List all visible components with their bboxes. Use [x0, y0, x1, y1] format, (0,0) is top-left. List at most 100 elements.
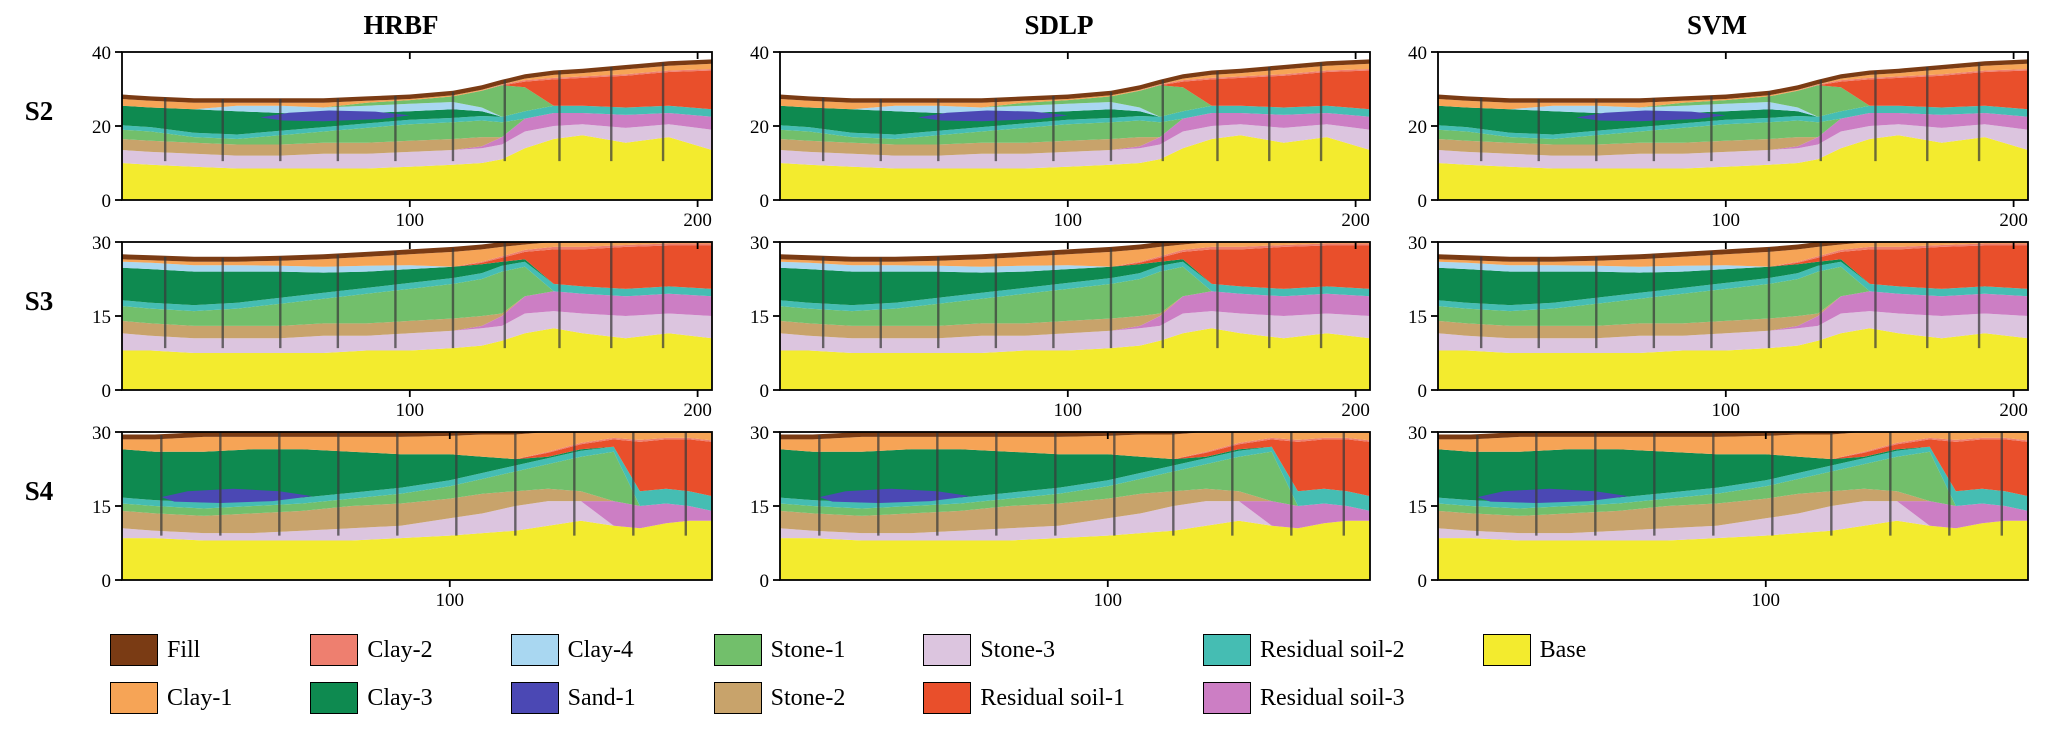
panel-S3-HRBF: 0 15 30 100 200 [92, 234, 713, 420]
layer-base [122, 328, 712, 390]
layer-stone-1 [122, 85, 712, 117]
method-title-svm: SVM [1687, 10, 1747, 40]
legend-item-residual-soil-3: Residual soil-3 [1202, 682, 1405, 714]
y-tick-label: 15 [1408, 307, 1427, 328]
layer-stone-1 [1438, 113, 2028, 145]
legend-item-stone-3: Stone-3 [923, 634, 1125, 666]
lens-sand-1 [1477, 488, 1629, 503]
legend-label-residual-soil-3: Residual soil-3 [1259, 684, 1405, 711]
section-label-s3: S3 [24, 286, 54, 316]
legend-swatch-sand-1 [510, 682, 559, 714]
layer-residual-soil-1 [1438, 245, 2028, 289]
strata-group [780, 242, 1370, 390]
legend-label-residual-soil-1: Residual soil-1 [980, 684, 1125, 711]
layer-clay-2 [1438, 243, 2028, 267]
layer-residual-soil-2 [1438, 105, 2028, 139]
layer-fill [780, 59, 1370, 103]
layer-clay-3 [122, 259, 712, 306]
y-tick-label: 20 [1408, 117, 1427, 138]
x-tick-label: 100 [1712, 400, 1741, 420]
x-tick-label: 200 [1341, 400, 1370, 420]
y-tick-label: 15 [750, 307, 769, 328]
x-tick-label: 100 [1094, 590, 1123, 610]
legend-label-clay-4: Clay-4 [567, 636, 633, 663]
legend-item-stone-2: Stone-2 [713, 682, 846, 714]
y-tick-label: 15 [1408, 497, 1427, 518]
panel-S2-HRBF: 0 20 40 100 200 [92, 44, 713, 230]
layer-residual-soil-1 [780, 70, 1370, 110]
layer-fill [122, 59, 712, 103]
legend-item-clay-3: Clay-3 [310, 682, 433, 714]
strata-group [780, 432, 1370, 580]
layer-clay-3 [122, 105, 712, 135]
y-tick-label: 30 [92, 234, 111, 254]
lens-sand-1 [918, 110, 1068, 122]
strata-group [122, 59, 712, 200]
layer-fill [780, 432, 1298, 440]
chart-row-s3: S3 0 15 30 100 200 0 15 30 100 200 0 15 30 100 200 [6, 234, 2067, 420]
layer-clay-3 [1438, 446, 2028, 503]
layer-stone-1 [780, 451, 1370, 516]
x-tick-label: 200 [683, 400, 712, 420]
layer-clay-1 [780, 432, 1370, 460]
panel-cell-s3-hrbf: 0 15 30 100 200 [72, 234, 730, 420]
panel-cell-s2-hrbf: 0 20 40 100 200 [72, 44, 730, 230]
x-tick-label: 100 [1054, 400, 1083, 420]
method-title-hrbf: HRBF [363, 10, 439, 40]
x-tick-label: 100 [1054, 210, 1083, 230]
layer-residual-soil-3 [780, 291, 1370, 339]
legend-swatch-residual-soil-2 [1202, 634, 1251, 666]
legend-swatch-clay-3 [310, 682, 359, 714]
panel-cell-s2-sdlp: 0 20 40 100 200 [730, 44, 1388, 230]
strata-group [1438, 242, 2028, 390]
layer-fill [1438, 59, 2028, 103]
panel-cell-s3-sdlp: 0 15 30 100 200 [730, 234, 1388, 420]
panel-S3-SVM: 0 15 30 100 200 [1408, 234, 2029, 420]
layer-base [1438, 328, 2028, 390]
legend-item-clay-2: Clay-2 [310, 634, 433, 666]
method-title-sdlp: SDLP [1024, 10, 1094, 40]
legend-swatch-clay-2 [310, 634, 359, 666]
legend-swatch-residual-soil-1 [923, 682, 972, 714]
legend-label-fill: Fill [167, 636, 201, 663]
layer-base [1438, 135, 2028, 200]
layer-clay-1 [122, 63, 712, 110]
layer-residual-soil-1 [780, 245, 1370, 289]
legend-item-residual-soil-2: Residual soil-2 [1202, 634, 1405, 666]
layer-clay-3 [780, 105, 1370, 135]
layer-clay-2 [780, 69, 1370, 110]
lens-sand-1 [819, 488, 971, 503]
legend-swatch-base [1482, 634, 1531, 666]
lens-sand-1 [1576, 110, 1726, 122]
layer-clay-2 [122, 437, 712, 460]
y-tick-label: 20 [750, 117, 769, 138]
layer-stone-1 [780, 113, 1370, 145]
layer-clay-1 [122, 432, 712, 460]
layer-stone-2 [122, 113, 712, 156]
y-tick-label: 40 [92, 44, 111, 64]
x-tick-label: 100 [1752, 590, 1781, 610]
legend-label-sand-1: Sand-1 [567, 684, 636, 711]
layer-clay-2 [1438, 69, 2028, 110]
layer-clay-1 [1438, 432, 2028, 460]
layer-clay-4 [780, 259, 1370, 289]
x-tick-label: 200 [1999, 400, 2028, 420]
layer-stone-1 [122, 113, 712, 145]
legend-label-clay-1: Clay-1 [167, 684, 233, 711]
layer-stone-2 [780, 488, 1370, 534]
panel-cell-s4-hrbf: 0 15 30 100 [72, 424, 730, 610]
layer-fill [1438, 432, 1956, 440]
layer-stone-3 [1438, 501, 2028, 541]
layer-clay-1 [1438, 63, 2028, 110]
layer-base [122, 520, 712, 580]
y-tick-label: 0 [102, 571, 112, 592]
legend-label-residual-soil-2: Residual soil-2 [1259, 636, 1405, 663]
y-tick-label: 30 [750, 424, 769, 444]
layer-residual-soil-1 [122, 439, 712, 497]
legend-swatch-residual-soil-3 [1202, 682, 1251, 714]
legend-label-stone-2: Stone-2 [770, 684, 846, 711]
layer-fill [1438, 242, 1899, 262]
x-tick-label: 100 [436, 590, 465, 610]
y-tick-label: 30 [92, 424, 111, 444]
